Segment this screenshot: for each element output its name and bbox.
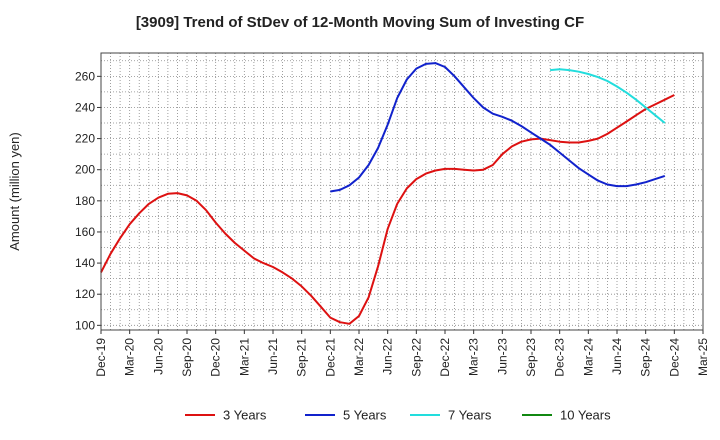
x-tick-label: Dec-21 xyxy=(323,338,337,377)
x-tick-label: Mar-20 xyxy=(123,338,137,376)
x-tick-label: Dec-19 xyxy=(94,338,108,377)
x-tick-label: Dec-23 xyxy=(553,338,567,377)
y-tick-label: 160 xyxy=(75,225,95,239)
x-tick-label: Dec-20 xyxy=(209,338,223,377)
legend-label: 3 Years xyxy=(223,408,267,423)
legend-label: 7 Years xyxy=(448,408,492,423)
x-tick-label: Jun-20 xyxy=(151,338,165,375)
y-tick-label: 260 xyxy=(75,69,95,83)
x-tick-label: Sep-23 xyxy=(524,338,538,377)
plot-area xyxy=(101,53,703,330)
x-tick-label: Mar-22 xyxy=(352,338,366,376)
y-tick-label: 120 xyxy=(75,287,95,301)
y-tick-label: 100 xyxy=(75,318,95,332)
y-tick-label: 140 xyxy=(75,256,95,270)
series-line-7-years xyxy=(550,68,666,124)
x-tick-label: Sep-20 xyxy=(180,338,194,377)
y-axis-label: Amount (million yen) xyxy=(7,132,22,251)
chart-title: [3909] Trend of StDev of 12-Month Moving… xyxy=(135,14,585,31)
series-line-3-years xyxy=(100,94,675,325)
x-tick-label: Sep-24 xyxy=(639,338,653,377)
legend-label: 10 Years xyxy=(560,408,611,423)
y-tick-label: 220 xyxy=(75,132,95,146)
plot-border xyxy=(100,52,704,331)
y-tick-label: 200 xyxy=(75,163,95,177)
series-line-5-years xyxy=(330,62,666,193)
legend-label: 5 Years xyxy=(343,408,387,423)
x-tick-label: Sep-21 xyxy=(295,338,309,377)
x-tick-label: Mar-24 xyxy=(581,338,595,376)
x-tick-label: Mar-25 xyxy=(696,338,710,376)
x-tick-label: Jun-22 xyxy=(381,338,395,375)
x-tick-label: Dec-22 xyxy=(438,338,452,377)
x-tick-label: Sep-22 xyxy=(409,338,423,377)
x-tick-label: Jun-21 xyxy=(266,338,280,375)
x-tick-label: Jun-23 xyxy=(495,338,509,375)
y-tick-label: 240 xyxy=(75,100,95,114)
x-tick-label: Jun-24 xyxy=(610,338,624,375)
y-tick-label: 180 xyxy=(75,194,95,208)
x-tick-label: Mar-23 xyxy=(467,338,481,376)
x-tick-label: Dec-24 xyxy=(667,338,681,377)
x-tick-label: Mar-21 xyxy=(237,338,251,376)
